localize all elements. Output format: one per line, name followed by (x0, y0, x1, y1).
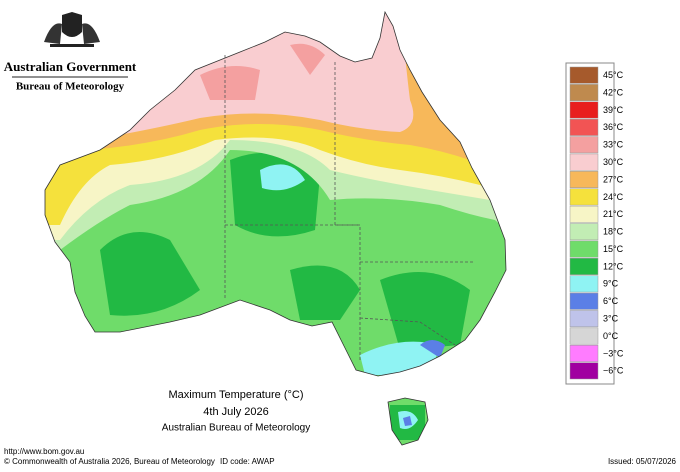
map-title: Maximum Temperature (°C) (168, 389, 303, 401)
legend-label: 39°C (603, 105, 624, 115)
legend-label: 0°C (603, 331, 619, 341)
legend-label: 42°C (603, 87, 624, 97)
footer-url: http://www.bom.gov.au (4, 447, 84, 456)
legend-swatch (569, 223, 599, 241)
legend-label: 27°C (603, 174, 624, 184)
legend-swatch (569, 205, 599, 223)
legend-swatch (569, 327, 599, 345)
legend-swatch (569, 240, 599, 258)
legend-label: 45°C (603, 70, 624, 80)
legend-swatch (569, 66, 599, 84)
agency-name: Bureau of Meteorology (16, 81, 125, 93)
legend-label: 21°C (603, 209, 624, 219)
legend-label: 24°C (603, 192, 624, 202)
legend: 45°C 42°C 39°C 36°C 33°C 30°C 27°C 24°C 21°C 18°C… (565, 62, 624, 385)
footer-issued: Issued: 05/07/2026 (608, 457, 677, 466)
legend-label: 30°C (603, 157, 624, 167)
footer-copyright: © Commonwealth of Australia 2026, Bureau… (4, 457, 215, 466)
legend-swatch (569, 136, 599, 154)
legend-label: 18°C (603, 227, 624, 237)
government-name: Australian Government (4, 59, 137, 74)
legend-swatch (569, 188, 599, 206)
coastline (44, 10, 507, 446)
legend-swatch (569, 258, 599, 275)
footer-id: ID code: AWAP (220, 457, 275, 466)
legend-swatch (569, 171, 599, 188)
legend-swatch (569, 118, 599, 136)
legend-swatch (569, 344, 599, 362)
legend-label: 6°C (603, 296, 619, 306)
legend-swatch (569, 275, 599, 293)
legend-swatch (569, 101, 599, 119)
legend-label: 15°C (603, 244, 624, 254)
legend-label: 12°C (603, 261, 624, 271)
legend-swatch (569, 84, 599, 102)
state-borders (224, 55, 475, 360)
legend-label: 9°C (603, 279, 619, 289)
crest (44, 12, 100, 47)
legend-label: 33°C (603, 140, 624, 150)
legend-swatch (569, 153, 599, 171)
legend-label: 36°C (603, 122, 624, 132)
map-date: 4th July 2026 (203, 406, 268, 418)
map-source: Australian Bureau of Meteorology (162, 423, 310, 434)
legend-swatch (569, 310, 599, 328)
legend-swatch (569, 292, 599, 310)
legend-label: −6°C (603, 366, 624, 376)
legend-label: 3°C (603, 314, 619, 324)
legend-swatch (569, 362, 599, 380)
legend-label: −3°C (603, 348, 624, 358)
